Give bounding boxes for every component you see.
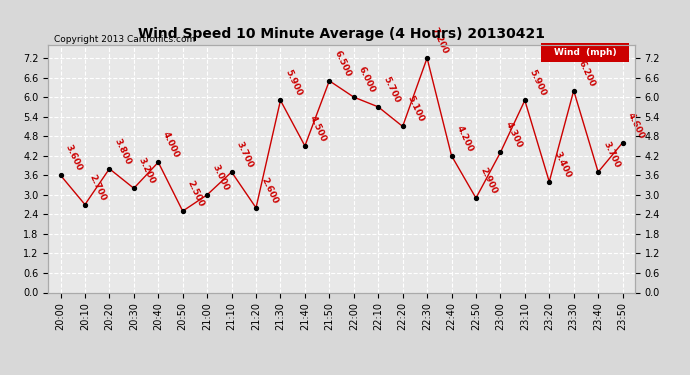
Text: 5.100: 5.100 xyxy=(406,94,426,124)
Text: 2.600: 2.600 xyxy=(259,176,279,205)
Point xyxy=(544,179,555,185)
Point xyxy=(104,166,115,172)
Point xyxy=(275,98,286,104)
Point xyxy=(250,205,262,211)
Text: 4.300: 4.300 xyxy=(503,120,524,150)
Text: 5.700: 5.700 xyxy=(381,75,401,104)
Text: 3.200: 3.200 xyxy=(137,156,157,186)
Text: 6.000: 6.000 xyxy=(357,65,377,94)
Point xyxy=(373,104,384,110)
Text: 2.500: 2.500 xyxy=(186,179,206,209)
Point xyxy=(397,123,408,129)
Point xyxy=(299,143,310,149)
Point xyxy=(495,150,506,156)
Point xyxy=(177,208,188,214)
Point xyxy=(201,192,213,198)
Text: 5.900: 5.900 xyxy=(528,68,548,98)
Point xyxy=(520,98,531,104)
Point xyxy=(348,94,359,100)
Text: 4.200: 4.200 xyxy=(455,124,475,153)
Title: Wind Speed 10 Minute Average (4 Hours) 20130421: Wind Speed 10 Minute Average (4 Hours) 2… xyxy=(138,27,545,41)
Text: 3.800: 3.800 xyxy=(112,137,132,166)
Text: 3.000: 3.000 xyxy=(210,163,230,192)
Text: 4.600: 4.600 xyxy=(626,111,646,140)
Point xyxy=(324,78,335,84)
Text: 7.200: 7.200 xyxy=(430,26,450,56)
Text: 5.900: 5.900 xyxy=(284,68,304,98)
Point xyxy=(128,185,139,191)
Point xyxy=(471,195,482,201)
Text: 3.700: 3.700 xyxy=(601,140,621,170)
Text: 3.400: 3.400 xyxy=(552,150,572,179)
Text: 4.000: 4.000 xyxy=(161,130,181,160)
Text: 4.500: 4.500 xyxy=(308,114,328,143)
Text: Copyright 2013 Cartronics.com: Copyright 2013 Cartronics.com xyxy=(55,35,195,44)
Point xyxy=(446,153,457,159)
Text: 6.200: 6.200 xyxy=(577,59,597,88)
Point xyxy=(55,172,66,178)
Text: 3.600: 3.600 xyxy=(63,143,83,172)
Text: 2.700: 2.700 xyxy=(88,172,108,202)
Text: 2.900: 2.900 xyxy=(479,166,499,195)
Point xyxy=(79,202,90,208)
Point xyxy=(152,159,164,165)
Text: 6.500: 6.500 xyxy=(333,49,353,78)
Point xyxy=(617,140,628,146)
Point xyxy=(568,88,579,94)
Point xyxy=(593,169,604,175)
Point xyxy=(226,169,237,175)
Point xyxy=(422,55,433,61)
Text: 3.700: 3.700 xyxy=(235,140,255,170)
